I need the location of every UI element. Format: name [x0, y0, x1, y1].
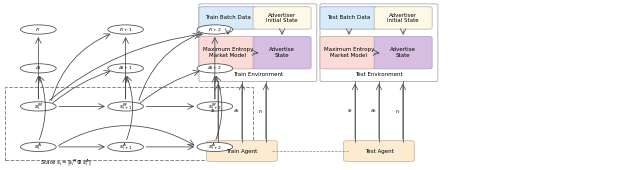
Text: $a_{i+1}$: $a_{i+1}$	[118, 64, 133, 72]
Text: $s_{i+2}^M$: $s_{i+2}^M$	[208, 101, 221, 112]
Text: $r_i$: $r_i$	[35, 25, 41, 34]
Text: Train Environment: Train Environment	[233, 72, 283, 78]
Text: $r_t$: $r_t$	[258, 107, 264, 116]
Circle shape	[197, 142, 233, 151]
Text: State $s_i = |s_i^M \oplus s_i^A|$: State $s_i = |s_i^M \oplus s_i^A|$	[40, 157, 91, 168]
Text: Advertiser
Initial State: Advertiser Initial State	[266, 13, 298, 23]
Text: $s_{i+1}^M$: $s_{i+1}^M$	[119, 101, 132, 112]
Text: $s_t$: $s_t$	[347, 107, 353, 115]
Text: $s_{i+1}^A$: $s_{i+1}^A$	[119, 141, 132, 152]
Circle shape	[197, 102, 233, 111]
Text: $r_{i+2}$: $r_{i+2}$	[208, 25, 221, 34]
Text: $s_i^M$: $s_i^M$	[34, 101, 43, 112]
Circle shape	[197, 64, 233, 73]
Circle shape	[20, 64, 56, 73]
FancyBboxPatch shape	[344, 141, 414, 162]
Circle shape	[108, 64, 143, 73]
Text: $a_i$: $a_i$	[35, 64, 42, 72]
Text: Maximum Entropy
Market Model: Maximum Entropy Market Model	[324, 47, 374, 58]
FancyBboxPatch shape	[207, 141, 277, 162]
FancyBboxPatch shape	[320, 36, 378, 69]
Circle shape	[20, 142, 56, 151]
FancyBboxPatch shape	[199, 7, 257, 29]
Text: $s_{i+2}^A$: $s_{i+2}^A$	[208, 141, 221, 152]
FancyBboxPatch shape	[374, 7, 432, 29]
Text: $s_t$: $s_t$	[210, 107, 216, 115]
Text: $a_{i+2}$: $a_{i+2}$	[207, 64, 222, 72]
Circle shape	[108, 25, 143, 34]
Circle shape	[108, 142, 143, 151]
Text: $a_t$: $a_t$	[371, 107, 377, 115]
Text: Advertise
State: Advertise State	[269, 47, 295, 58]
Text: $a_t$: $a_t$	[234, 107, 240, 115]
Text: Test Agent: Test Agent	[365, 149, 394, 154]
Text: Maximum Entropy
Market Model: Maximum Entropy Market Model	[203, 47, 253, 58]
Circle shape	[20, 25, 56, 34]
Text: $r_t$: $r_t$	[395, 107, 401, 116]
FancyBboxPatch shape	[374, 36, 432, 69]
Text: Test Environment: Test Environment	[355, 72, 403, 78]
Text: $r_{i+1}$: $r_{i+1}$	[119, 25, 132, 34]
Circle shape	[108, 102, 143, 111]
Circle shape	[197, 25, 233, 34]
Text: Advertiser
Initial State: Advertiser Initial State	[387, 13, 419, 23]
Text: Advertise
State: Advertise State	[390, 47, 416, 58]
Text: $s_i^A$: $s_i^A$	[35, 141, 42, 152]
FancyBboxPatch shape	[253, 7, 311, 29]
Text: Train Batch Data: Train Batch Data	[205, 15, 251, 20]
Circle shape	[20, 102, 56, 111]
Text: Train Agent: Train Agent	[227, 149, 257, 154]
Text: Test Batch Data: Test Batch Data	[327, 15, 371, 20]
FancyBboxPatch shape	[320, 7, 378, 29]
FancyBboxPatch shape	[253, 36, 311, 69]
FancyBboxPatch shape	[199, 36, 257, 69]
